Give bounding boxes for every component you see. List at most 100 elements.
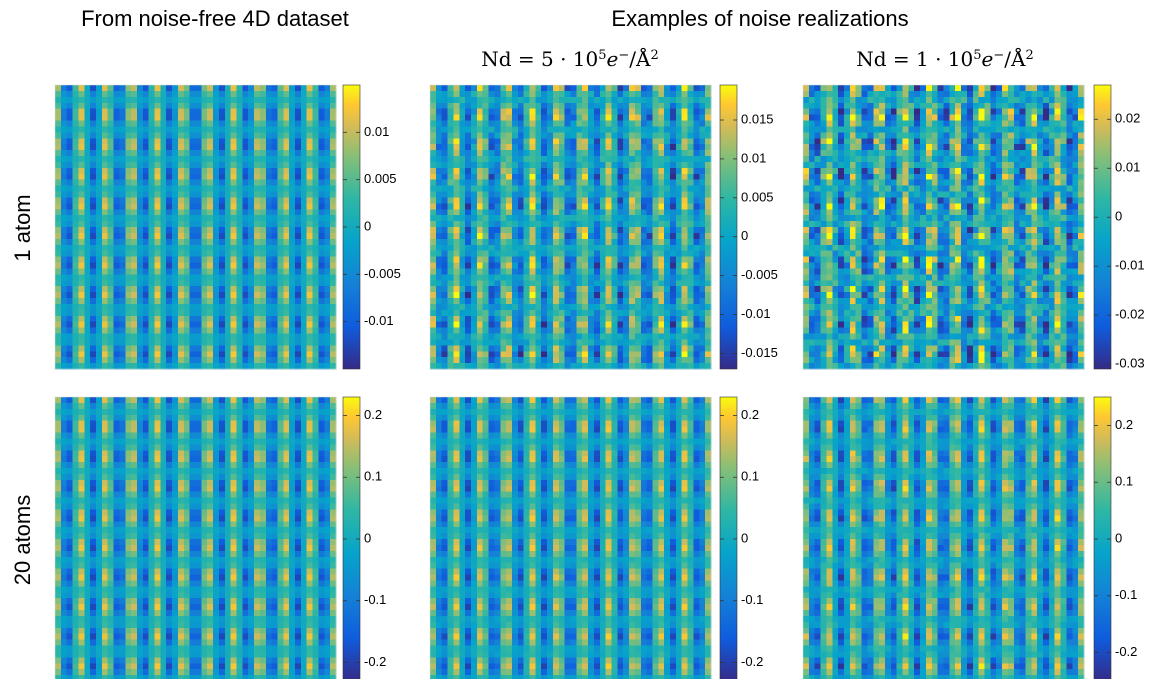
heatmap-cell xyxy=(559,150,565,156)
heatmap-cell xyxy=(641,126,647,132)
heatmap-cell xyxy=(489,322,495,328)
heatmap-cell xyxy=(506,339,512,345)
heatmap-cell xyxy=(1078,115,1084,121)
heatmap-cell xyxy=(693,215,699,221)
heatmap-cell xyxy=(670,180,676,186)
heatmap-cell xyxy=(647,150,653,156)
heatmap-cell xyxy=(512,316,518,322)
heatmap-cell xyxy=(318,310,324,316)
heatmap-cell xyxy=(137,192,143,198)
heatmap-cell xyxy=(914,97,920,103)
heatmap-cell xyxy=(307,103,313,109)
heatmap-cell xyxy=(260,263,266,269)
heatmap-cell xyxy=(506,322,512,328)
heatmap-cell xyxy=(254,203,260,209)
heatmap-cell xyxy=(289,91,295,97)
heatmap-cell xyxy=(184,363,190,369)
heatmap-cell xyxy=(277,109,283,115)
heatmap-cell xyxy=(295,121,301,127)
heatmap-cell xyxy=(448,162,454,168)
heatmap-cell xyxy=(670,328,676,334)
heatmap-cell xyxy=(119,239,125,245)
heatmap-cell xyxy=(1014,115,1020,121)
heatmap-cell xyxy=(207,180,213,186)
heatmap-cell xyxy=(571,339,577,345)
heatmap-cell xyxy=(313,156,319,162)
heatmap-cell xyxy=(96,103,102,109)
heatmap-cell xyxy=(582,109,588,115)
heatmap-cell xyxy=(313,126,319,132)
heatmap-cell xyxy=(114,357,120,363)
heatmap-cell xyxy=(330,322,336,328)
heatmap-cell xyxy=(635,328,641,334)
heatmap-cell xyxy=(231,174,237,180)
heatmap-cell xyxy=(471,357,477,363)
heatmap-cell xyxy=(553,233,559,239)
heatmap-cell xyxy=(541,334,547,340)
heatmap-cell xyxy=(172,334,178,340)
heatmap-cell xyxy=(920,115,926,121)
heatmap-cell xyxy=(705,328,711,334)
heatmap-cell xyxy=(190,292,196,298)
heatmap-cell xyxy=(465,138,471,144)
heatmap-cell xyxy=(295,263,301,269)
heatmap-cell xyxy=(588,227,594,233)
heatmap-cell xyxy=(617,115,623,121)
heatmap-cell xyxy=(1055,115,1061,121)
heatmap-cell xyxy=(541,251,547,257)
heatmap-cell xyxy=(207,85,213,91)
heatmap-cell xyxy=(652,233,658,239)
heatmap-cell xyxy=(623,150,629,156)
subtitle-part: /Å xyxy=(629,46,651,71)
heatmap-cell xyxy=(178,263,184,269)
heatmap-cell xyxy=(260,162,266,168)
heatmap-cell xyxy=(453,286,459,292)
heatmap-cell xyxy=(313,138,319,144)
heatmap-cell xyxy=(809,115,815,121)
heatmap-cell xyxy=(471,192,477,198)
heatmap-cell xyxy=(283,292,289,298)
heatmap-cell xyxy=(658,138,664,144)
heatmap-cell xyxy=(629,351,635,357)
heatmap-cell xyxy=(670,156,676,162)
heatmap-cell xyxy=(606,245,612,251)
heatmap-cell xyxy=(459,168,465,174)
heatmap-cell xyxy=(84,121,90,127)
heatmap-cell xyxy=(535,263,541,269)
heatmap-cell xyxy=(178,328,184,334)
heatmap-cell xyxy=(553,162,559,168)
heatmap-cell xyxy=(125,85,131,91)
heatmap-cell xyxy=(213,156,219,162)
heatmap-cell xyxy=(313,115,319,121)
subtitle-part: Nd = 5 · 10 xyxy=(481,47,598,71)
heatmap-cell xyxy=(530,209,536,215)
heatmap-cell xyxy=(494,251,500,257)
heatmap-cell xyxy=(125,132,131,138)
heatmap-cell xyxy=(553,310,559,316)
heatmap-cell xyxy=(530,268,536,274)
heatmap-cell xyxy=(844,103,850,109)
heatmap-cell xyxy=(160,363,166,369)
heatmap-cell xyxy=(149,156,155,162)
heatmap-cell xyxy=(465,263,471,269)
heatmap-cell xyxy=(119,280,125,286)
heatmap-cell xyxy=(318,345,324,351)
heatmap-cell xyxy=(436,209,442,215)
heatmap-cell xyxy=(489,257,495,263)
heatmap-cell xyxy=(518,209,524,215)
heatmap-cell xyxy=(248,316,254,322)
heatmap-cell xyxy=(114,138,120,144)
heatmap-cell xyxy=(119,345,125,351)
heatmap-cell xyxy=(448,233,454,239)
heatmap-cell xyxy=(582,351,588,357)
heatmap-cell xyxy=(236,292,242,298)
heatmap-cell xyxy=(547,304,553,310)
heatmap-cell xyxy=(576,351,582,357)
heatmap-cell xyxy=(885,103,891,109)
heatmap-cell xyxy=(588,334,594,340)
heatmap-cell xyxy=(248,150,254,156)
heatmap-cell xyxy=(184,162,190,168)
heatmap-cell xyxy=(1002,97,1008,103)
heatmap-cell xyxy=(629,126,635,132)
heatmap-cell xyxy=(184,221,190,227)
